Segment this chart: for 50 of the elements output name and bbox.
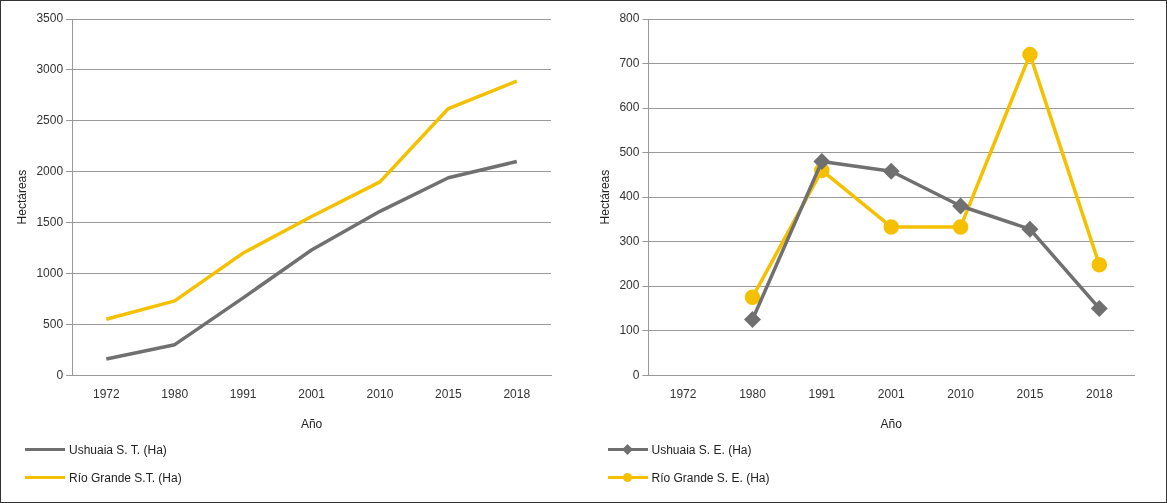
y-tick-label: 200 xyxy=(618,278,640,293)
y-tick-label: 0 xyxy=(632,367,640,382)
x-tick-label: 1972 xyxy=(92,386,120,401)
legend-label: Río Grande S.T. (Ha) xyxy=(69,471,182,485)
y-tick-label: 300 xyxy=(618,233,640,248)
point xyxy=(952,198,968,214)
point xyxy=(1091,257,1107,273)
point xyxy=(744,311,760,328)
x-tick-label: 2010 xyxy=(366,386,394,401)
x-axis-title: Año xyxy=(880,417,902,432)
y-tick-label: 1000 xyxy=(36,265,64,280)
x-tick-label: 2018 xyxy=(1085,386,1113,401)
y-tick-label: 100 xyxy=(618,322,640,337)
x-tick-label: 2015 xyxy=(435,386,463,401)
point xyxy=(882,163,899,180)
y-tick-label: 500 xyxy=(43,316,64,331)
x-tick-label: 2001 xyxy=(877,386,905,401)
y-tick-label: 800 xyxy=(618,11,640,26)
y-tick-label: 0 xyxy=(56,367,64,382)
y-axis-title: Hectáreas xyxy=(597,169,612,225)
y-tick-label: 3000 xyxy=(36,62,64,77)
point xyxy=(1021,46,1038,63)
y-tick-label: 2500 xyxy=(36,113,64,128)
x-tick-label: 2015 xyxy=(1016,386,1044,401)
y-tick-label: 500 xyxy=(618,144,640,159)
point xyxy=(952,219,968,235)
legend-label: Ushuaia S. T. (Ha) xyxy=(69,443,167,457)
point xyxy=(744,289,760,306)
y-axis-title: Hectáreas xyxy=(14,169,29,225)
x-tick-label: 1991 xyxy=(807,386,836,401)
x-tick-label: 1980 xyxy=(738,386,766,401)
legend-label: Río Grande S. E. (Ha) xyxy=(651,471,770,485)
point xyxy=(1021,221,1038,237)
y-tick-label: 600 xyxy=(618,100,640,115)
point xyxy=(1091,300,1107,317)
y-tick-label: 2000 xyxy=(36,163,64,178)
x-tick-label: 1972 xyxy=(669,386,697,401)
point xyxy=(882,219,899,235)
x-tick-label: 2018 xyxy=(503,386,531,401)
x-tick-label: 2001 xyxy=(298,386,326,401)
point xyxy=(813,153,830,170)
x-axis-title: Año xyxy=(300,417,323,432)
y-tick-label: 700 xyxy=(618,55,640,70)
x-tick-label: 1980 xyxy=(161,386,189,401)
y-tick-label: 400 xyxy=(618,189,640,204)
x-tick-label: 1991 xyxy=(229,386,257,401)
y-tick-label: 1500 xyxy=(36,214,64,229)
y-tick-label: 3500 xyxy=(36,11,64,26)
x-tick-label: 2010 xyxy=(946,386,974,401)
legend-label: Ushuaia S. E. (Ha) xyxy=(651,443,752,457)
